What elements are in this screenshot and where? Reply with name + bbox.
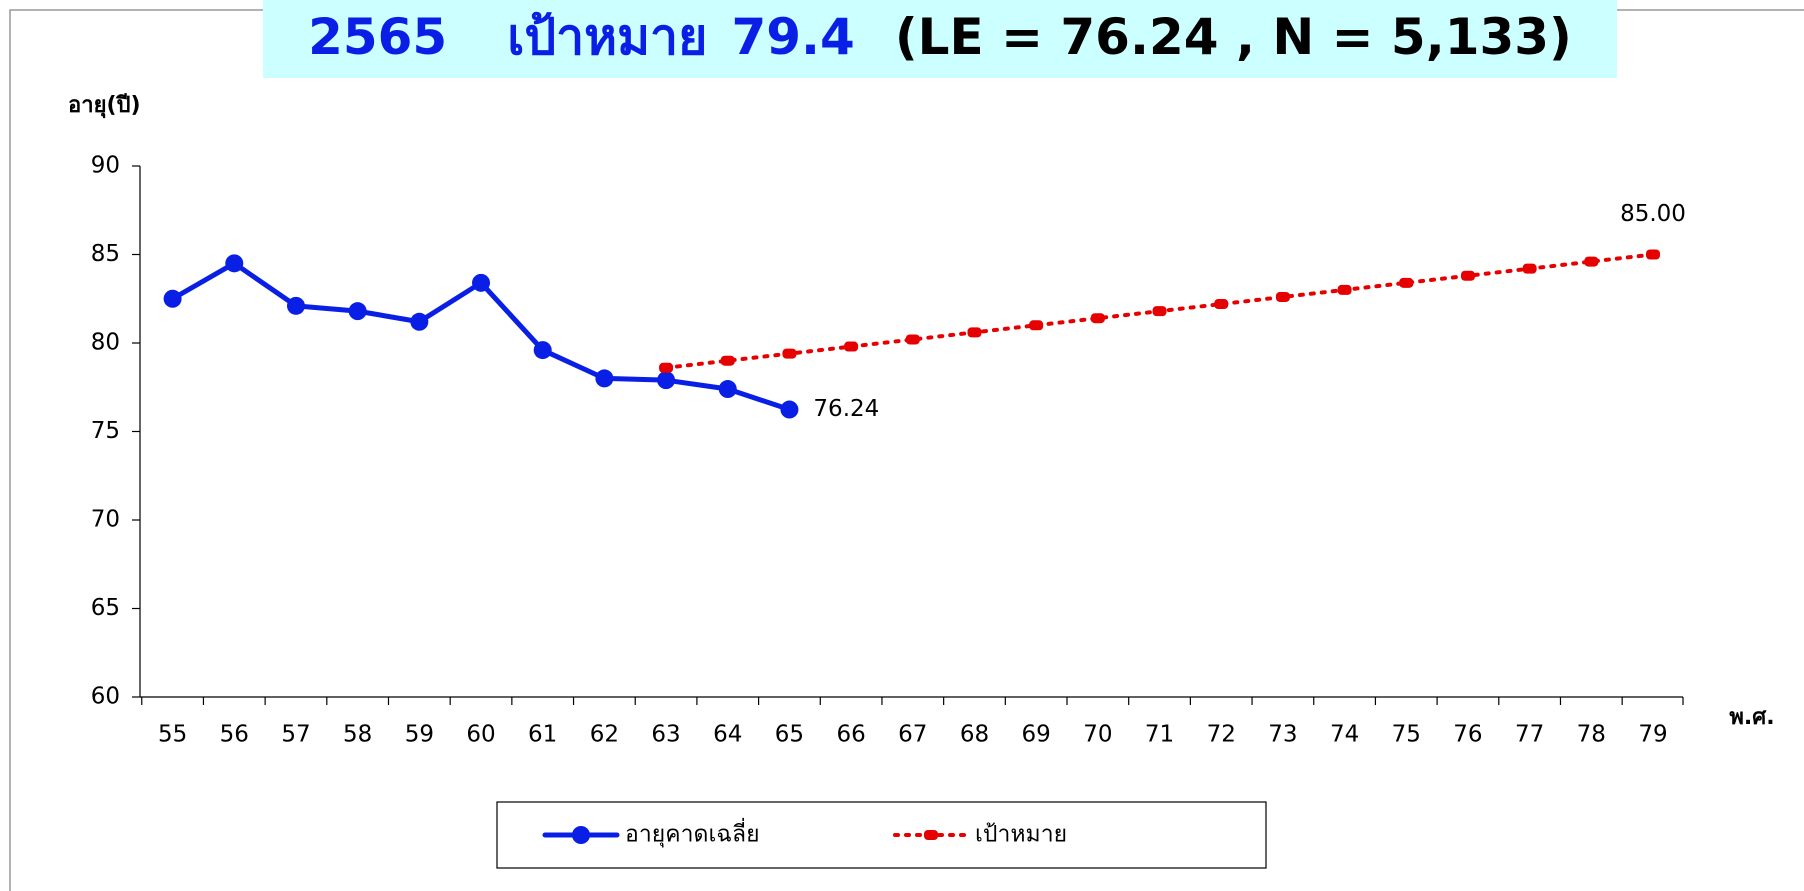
marker (225, 254, 244, 273)
marker (163, 289, 182, 308)
y-tick-label: 70 (91, 507, 120, 533)
x-tick-label: 72 (1207, 722, 1236, 748)
marker (1275, 291, 1290, 302)
x-tick-label: 63 (651, 722, 680, 748)
x-tick-label: 64 (713, 722, 742, 748)
title-detail: (LE = 76.24 , N = 5,133) (895, 8, 1572, 66)
marker (720, 355, 735, 366)
y-tick-label: 65 (91, 595, 120, 621)
marker (595, 369, 614, 388)
marker (1152, 306, 1167, 317)
x-tick-label: 76 (1453, 722, 1482, 748)
legend-label: อายุคาดเฉลี่ย (625, 818, 760, 848)
title-box (263, 0, 1617, 78)
x-tick-label: 79 (1638, 722, 1667, 748)
x-tick-label: 69 (1022, 722, 1051, 748)
x-tick-label: 70 (1083, 722, 1112, 748)
marker (967, 327, 982, 338)
marker (659, 362, 674, 373)
marker (1090, 313, 1105, 324)
title-target-label: เป้าหมาย (507, 8, 707, 66)
data-label: 85.00 (1620, 201, 1686, 227)
y-axis-label: อายุ(ปี) (68, 93, 141, 119)
x-tick-label: 77 (1515, 722, 1544, 748)
x-axis-label: พ.ศ. (1729, 705, 1774, 730)
marker (410, 312, 429, 331)
marker (1522, 263, 1537, 274)
marker (844, 341, 859, 352)
x-tick-label: 56 (220, 722, 249, 748)
marker (905, 334, 920, 345)
x-tick-label: 65 (775, 722, 804, 748)
y-tick-label: 60 (91, 684, 120, 710)
marker (780, 400, 799, 419)
x-tick-label: 57 (281, 722, 310, 748)
legend (496, 801, 1267, 869)
marker (1584, 256, 1599, 267)
marker (1460, 270, 1475, 281)
x-tick-label: 61 (528, 722, 557, 748)
legend-label: เป้าหมาย (975, 822, 1067, 848)
x-tick-label: 62 (590, 722, 619, 748)
marker (472, 273, 491, 292)
y-tick-label: 80 (91, 330, 120, 356)
x-tick-label: 66 (836, 722, 865, 748)
legend-marker (924, 830, 938, 840)
x-tick-label: 71 (1145, 722, 1174, 748)
marker (1029, 320, 1044, 331)
frame (9, 9, 1804, 891)
data-label: 76.24 (813, 396, 879, 422)
x-tick-label: 78 (1577, 722, 1606, 748)
marker (533, 341, 552, 360)
y-tick-label: 90 (91, 153, 120, 179)
x-tick-label: 74 (1330, 722, 1359, 748)
marker (1646, 249, 1660, 260)
title-year: 2565 (308, 8, 447, 66)
chart-title: 2565 เป้าหมาย 79.4 (LE = 76.24 , N = 5,133) (308, 8, 1572, 66)
marker (718, 380, 737, 399)
y-tick-label: 75 (91, 418, 120, 444)
marker (1337, 284, 1352, 295)
x-tick-label: 58 (343, 722, 372, 748)
x-tick-label: 60 (466, 722, 495, 748)
marker (1399, 277, 1414, 288)
marker (1214, 299, 1229, 310)
y-tick-label: 85 (91, 241, 120, 267)
x-tick-label: 67 (898, 722, 927, 748)
x-tick-label: 59 (405, 722, 434, 748)
x-tick-label: 75 (1392, 722, 1421, 748)
marker (348, 302, 367, 321)
marker (286, 296, 305, 315)
title-target: 79.4 (731, 8, 854, 66)
marker (782, 348, 797, 359)
legend-marker (572, 826, 590, 844)
marker (657, 371, 676, 390)
x-tick-label: 73 (1268, 722, 1297, 748)
x-tick-label: 68 (960, 722, 989, 748)
x-tick-label: 55 (158, 722, 187, 748)
